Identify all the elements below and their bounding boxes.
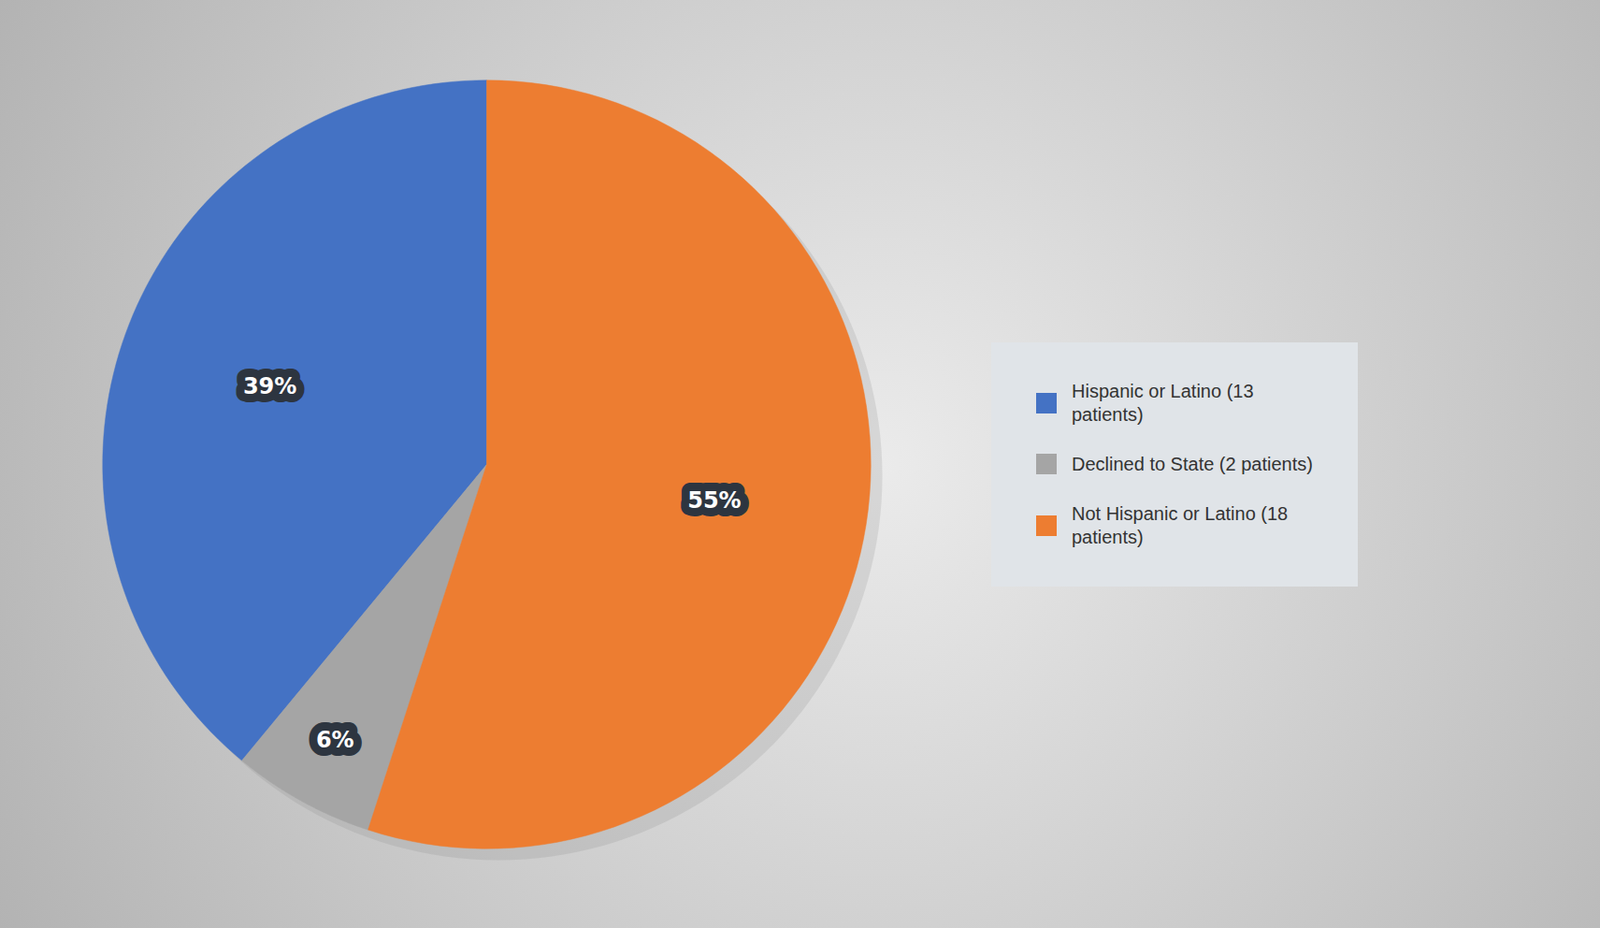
html-text:Hispanic or Latino (13 patient: Hispanic or Latino (13 patients) [1071, 380, 1254, 425]
html-text:Not Hispanic or Latino (18 pat: Not Hispanic or Latino (18 patients) [1071, 502, 1288, 547]
svg-text:55%: 55% [687, 487, 741, 514]
svg-text:39%: 39% [243, 373, 297, 400]
html-text:Declined to State (2 patients): Declined to State (2 patients) [1071, 453, 1313, 474]
svg-text:6%: 6% [316, 726, 355, 753]
